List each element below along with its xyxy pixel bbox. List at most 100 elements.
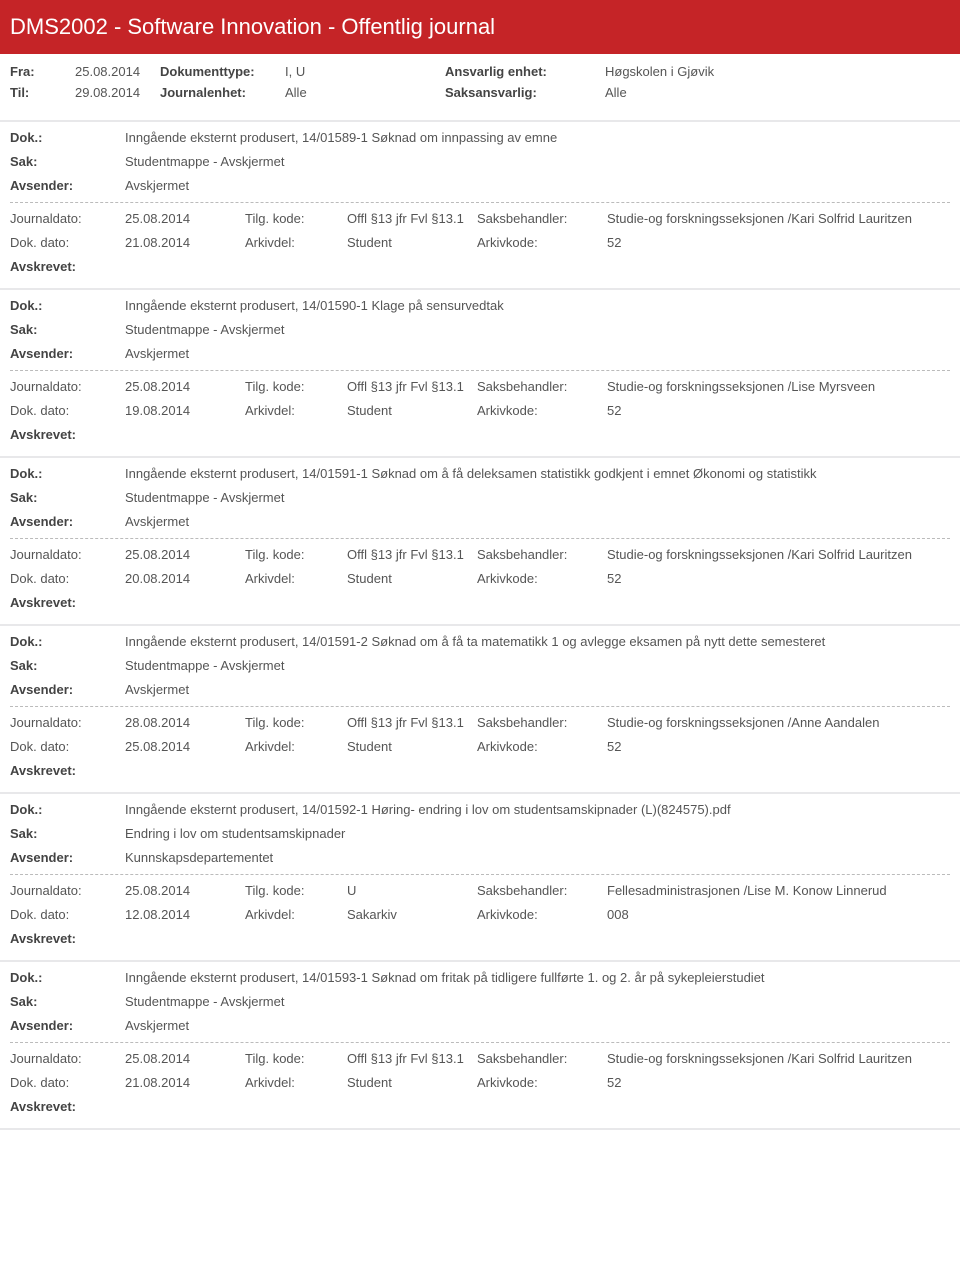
entry-dok-line: Dok.: Inngående eksternt produsert, 14/0… bbox=[10, 466, 950, 481]
entry-stats-row: Dok. dato: 25.08.2014 Arkivdel: Student … bbox=[10, 739, 950, 754]
dokdato-value: 25.08.2014 bbox=[125, 739, 190, 754]
divider bbox=[0, 1128, 960, 1130]
entry-sak-label: Sak: bbox=[10, 322, 125, 337]
saksbehandler-value: Studie-og forskningsseksjonen /Lise Myrs… bbox=[607, 379, 875, 394]
entry-avskrevet-label: Avskrevet: bbox=[10, 259, 125, 274]
entry-avsender-value: Avskjermet bbox=[125, 1018, 189, 1033]
meta-value-doktype: I, U bbox=[285, 64, 305, 79]
meta-label-ansvarlig: Ansvarlig enhet: bbox=[445, 64, 605, 79]
entry-avsender-line: Avsender: Avskjermet bbox=[10, 514, 950, 529]
entry-dok-line: Dok.: Inngående eksternt produsert, 14/0… bbox=[10, 130, 950, 145]
tilgkode-label: Tilg. kode: bbox=[245, 379, 305, 394]
dokdato-value: 20.08.2014 bbox=[125, 571, 190, 586]
arkivdel-value: Student bbox=[347, 235, 392, 250]
entry-sak-label: Sak: bbox=[10, 994, 125, 1009]
saksbehandler-label: Saksbehandler: bbox=[477, 1051, 567, 1066]
arkivkode-label: Arkivkode: bbox=[477, 571, 538, 586]
arkivkode-value: 52 bbox=[607, 235, 621, 250]
meta-row: Fra: 25.08.2014 Dokumenttype: I, U Ansva… bbox=[10, 64, 950, 79]
saksbehandler-value: Studie-og forskningsseksjonen /Kari Solf… bbox=[607, 1051, 912, 1066]
meta-label-doktype: Dokumenttype: bbox=[160, 64, 285, 79]
divider-dashed bbox=[10, 202, 950, 203]
arkivkode-label: Arkivkode: bbox=[477, 235, 538, 250]
entry-avskrevet-line: Avskrevet: bbox=[10, 427, 950, 442]
arkivdel-label: Arkivdel: bbox=[245, 235, 295, 250]
entry-stats-row: Journaldato: 25.08.2014 Tilg. kode: Offl… bbox=[10, 211, 950, 226]
saksbehandler-label: Saksbehandler: bbox=[477, 547, 567, 562]
entry-stats-row: Journaldato: 25.08.2014 Tilg. kode: Offl… bbox=[10, 379, 950, 394]
saksbehandler-label: Saksbehandler: bbox=[477, 715, 567, 730]
entry-dok-label: Dok.: bbox=[10, 802, 125, 817]
dokdato-label: Dok. dato: bbox=[10, 907, 69, 922]
tilgkode-value: U bbox=[347, 883, 356, 898]
journaldato-label: Journaldato: bbox=[10, 379, 82, 394]
entry-avsender-line: Avsender: Avskjermet bbox=[10, 346, 950, 361]
tilgkode-value: Offl §13 jfr Fvl §13.1 bbox=[347, 715, 464, 730]
arkivkode-value: 52 bbox=[607, 571, 621, 586]
arkivkode-value: 52 bbox=[607, 739, 621, 754]
divider-dashed bbox=[10, 538, 950, 539]
saksbehandler-label: Saksbehandler: bbox=[477, 883, 567, 898]
entry-sak-line: Sak: Studentmappe - Avskjermet bbox=[10, 154, 950, 169]
meta-row: Til: 29.08.2014 Journalenhet: Alle Saksa… bbox=[10, 85, 950, 100]
dokdato-value: 19.08.2014 bbox=[125, 403, 190, 418]
meta-label-fra: Fra: bbox=[10, 64, 75, 79]
entry-stats-row: Dok. dato: 19.08.2014 Arkivdel: Student … bbox=[10, 403, 950, 418]
entry-dok-label: Dok.: bbox=[10, 970, 125, 985]
tilgkode-value: Offl §13 jfr Fvl §13.1 bbox=[347, 1051, 464, 1066]
arkivdel-label: Arkivdel: bbox=[245, 907, 295, 922]
journal-entry: Dok.: Inngående eksternt produsert, 14/0… bbox=[0, 962, 960, 1124]
tilgkode-label: Tilg. kode: bbox=[245, 211, 305, 226]
arkivdel-label: Arkivdel: bbox=[245, 571, 295, 586]
entry-avskrevet-label: Avskrevet: bbox=[10, 931, 125, 946]
arkivkode-value: 008 bbox=[607, 907, 629, 922]
entry-sak-value: Studentmappe - Avskjermet bbox=[125, 322, 284, 337]
entry-dok-label: Dok.: bbox=[10, 634, 125, 649]
entry-dok-line: Dok.: Inngående eksternt produsert, 14/0… bbox=[10, 802, 950, 817]
arkivdel-label: Arkivdel: bbox=[245, 1075, 295, 1090]
entry-dok-label: Dok.: bbox=[10, 466, 125, 481]
entry-avsender-label: Avsender: bbox=[10, 514, 125, 529]
dokdato-label: Dok. dato: bbox=[10, 235, 69, 250]
entry-sak-label: Sak: bbox=[10, 154, 125, 169]
tilgkode-value: Offl §13 jfr Fvl §13.1 bbox=[347, 379, 464, 394]
journal-entry: Dok.: Inngående eksternt produsert, 14/0… bbox=[0, 626, 960, 788]
arkivkode-label: Arkivkode: bbox=[477, 1075, 538, 1090]
saksbehandler-value: Fellesadministrasjonen /Lise M. Konow Li… bbox=[607, 883, 887, 898]
entry-sak-value: Studentmappe - Avskjermet bbox=[125, 154, 284, 169]
tilgkode-value: Offl §13 jfr Fvl §13.1 bbox=[347, 547, 464, 562]
journaldato-label: Journaldato: bbox=[10, 1051, 82, 1066]
meta-label-journalenhet: Journalenhet: bbox=[160, 85, 285, 100]
entry-dok-line: Dok.: Inngående eksternt produsert, 14/0… bbox=[10, 970, 950, 985]
page-header: DMS2002 - Software Innovation - Offentli… bbox=[0, 0, 960, 54]
entry-avsender-line: Avsender: Kunnskapsdepartementet bbox=[10, 850, 950, 865]
entry-avsender-line: Avsender: Avskjermet bbox=[10, 682, 950, 697]
saksbehandler-label: Saksbehandler: bbox=[477, 211, 567, 226]
tilgkode-value: Offl §13 jfr Fvl §13.1 bbox=[347, 211, 464, 226]
meta-value-ansvarlig: Høgskolen i Gjøvik bbox=[605, 64, 714, 79]
arkivdel-value: Student bbox=[347, 403, 392, 418]
entry-sak-line: Sak: Studentmappe - Avskjermet bbox=[10, 322, 950, 337]
entry-stats-row: Dok. dato: 20.08.2014 Arkivdel: Student … bbox=[10, 571, 950, 586]
tilgkode-label: Tilg. kode: bbox=[245, 547, 305, 562]
dokdato-value: 12.08.2014 bbox=[125, 907, 190, 922]
entry-dok-value: Inngående eksternt produsert, 14/01589-1… bbox=[125, 130, 557, 145]
arkivdel-label: Arkivdel: bbox=[245, 739, 295, 754]
entry-avsender-label: Avsender: bbox=[10, 178, 125, 193]
entry-avskrevet-line: Avskrevet: bbox=[10, 259, 950, 274]
entry-sak-label: Sak: bbox=[10, 826, 125, 841]
saksbehandler-value: Studie-og forskningsseksjonen /Kari Solf… bbox=[607, 547, 912, 562]
entry-avskrevet-label: Avskrevet: bbox=[10, 427, 125, 442]
entry-stats-row: Journaldato: 28.08.2014 Tilg. kode: Offl… bbox=[10, 715, 950, 730]
saksbehandler-value: Studie-og forskningsseksjonen /Anne Aand… bbox=[607, 715, 879, 730]
entry-avskrevet-label: Avskrevet: bbox=[10, 763, 125, 778]
entry-sak-label: Sak: bbox=[10, 490, 125, 505]
journaldato-value: 28.08.2014 bbox=[125, 715, 190, 730]
entry-avskrevet-line: Avskrevet: bbox=[10, 595, 950, 610]
entry-avskrevet-line: Avskrevet: bbox=[10, 931, 950, 946]
entry-sak-value: Studentmappe - Avskjermet bbox=[125, 490, 284, 505]
entry-avsender-line: Avsender: Avskjermet bbox=[10, 178, 950, 193]
entry-stats-row: Journaldato: 25.08.2014 Tilg. kode: Offl… bbox=[10, 1051, 950, 1066]
meta-value-fra: 25.08.2014 bbox=[75, 64, 140, 79]
dokdato-label: Dok. dato: bbox=[10, 571, 69, 586]
